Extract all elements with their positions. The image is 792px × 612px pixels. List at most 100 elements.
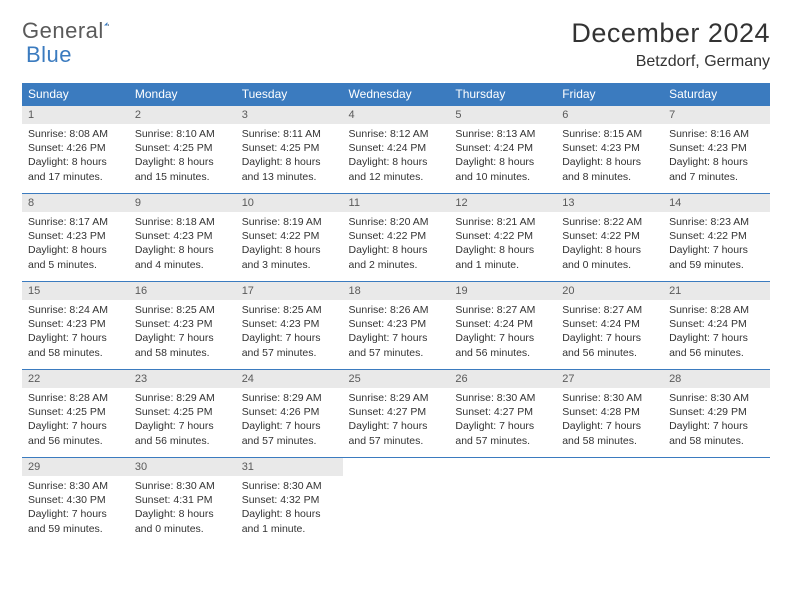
day-info: Sunrise: 8:30 AMSunset: 4:27 PMDaylight:… (449, 388, 556, 452)
day-number: 23 (129, 370, 236, 388)
sunrise-text: Sunrise: 8:19 AM (242, 215, 337, 229)
daylight-text: Daylight: 8 hours and 7 minutes. (669, 155, 764, 183)
day-info: Sunrise: 8:30 AMSunset: 4:31 PMDaylight:… (129, 476, 236, 540)
sunrise-text: Sunrise: 8:13 AM (455, 127, 550, 141)
daylight-text: Daylight: 8 hours and 5 minutes. (28, 243, 123, 271)
day-info: Sunrise: 8:29 AMSunset: 4:25 PMDaylight:… (129, 388, 236, 452)
day-info: Sunrise: 8:27 AMSunset: 4:24 PMDaylight:… (449, 300, 556, 364)
day-info: Sunrise: 8:21 AMSunset: 4:22 PMDaylight:… (449, 212, 556, 276)
calendar-day-cell: 8Sunrise: 8:17 AMSunset: 4:23 PMDaylight… (22, 194, 129, 282)
sunrise-text: Sunrise: 8:30 AM (455, 391, 550, 405)
calendar-week-row: 1Sunrise: 8:08 AMSunset: 4:26 PMDaylight… (22, 106, 770, 194)
sunrise-text: Sunrise: 8:27 AM (455, 303, 550, 317)
day-header: Saturday (663, 83, 770, 106)
day-number: 17 (236, 282, 343, 300)
sunset-text: Sunset: 4:27 PM (455, 405, 550, 419)
sunrise-text: Sunrise: 8:29 AM (242, 391, 337, 405)
calendar-day-cell: 2Sunrise: 8:10 AMSunset: 4:25 PMDaylight… (129, 106, 236, 194)
day-number: 12 (449, 194, 556, 212)
daylight-text: Daylight: 7 hours and 59 minutes. (28, 507, 123, 535)
calendar-day-cell: 18Sunrise: 8:26 AMSunset: 4:23 PMDayligh… (343, 282, 450, 370)
day-header: Wednesday (343, 83, 450, 106)
day-number: 6 (556, 106, 663, 124)
day-info: Sunrise: 8:25 AMSunset: 4:23 PMDaylight:… (236, 300, 343, 364)
sunrise-text: Sunrise: 8:30 AM (669, 391, 764, 405)
calendar-empty-cell (663, 458, 770, 546)
day-info: Sunrise: 8:18 AMSunset: 4:23 PMDaylight:… (129, 212, 236, 276)
day-header: Thursday (449, 83, 556, 106)
sunrise-text: Sunrise: 8:29 AM (135, 391, 230, 405)
calendar-day-cell: 25Sunrise: 8:29 AMSunset: 4:27 PMDayligh… (343, 370, 450, 458)
sunset-text: Sunset: 4:26 PM (242, 405, 337, 419)
calendar-empty-cell (449, 458, 556, 546)
day-info: Sunrise: 8:12 AMSunset: 4:24 PMDaylight:… (343, 124, 450, 188)
daylight-text: Daylight: 7 hours and 57 minutes. (349, 331, 444, 359)
day-info: Sunrise: 8:24 AMSunset: 4:23 PMDaylight:… (22, 300, 129, 364)
day-number: 4 (343, 106, 450, 124)
day-number: 19 (449, 282, 556, 300)
sunset-text: Sunset: 4:25 PM (135, 141, 230, 155)
location: Betzdorf, Germany (571, 53, 770, 71)
sunrise-text: Sunrise: 8:28 AM (28, 391, 123, 405)
sunset-text: Sunset: 4:23 PM (242, 317, 337, 331)
brand-word2-wrap: Blue (26, 42, 72, 68)
calendar-day-cell: 31Sunrise: 8:30 AMSunset: 4:32 PMDayligh… (236, 458, 343, 546)
sunset-text: Sunset: 4:28 PM (562, 405, 657, 419)
day-info: Sunrise: 8:10 AMSunset: 4:25 PMDaylight:… (129, 124, 236, 188)
month-title: December 2024 (571, 18, 770, 49)
sunrise-text: Sunrise: 8:21 AM (455, 215, 550, 229)
sunset-text: Sunset: 4:24 PM (669, 317, 764, 331)
sunset-text: Sunset: 4:32 PM (242, 493, 337, 507)
header: General December 2024 Betzdorf, Germany (22, 18, 770, 71)
day-header: Sunday (22, 83, 129, 106)
calendar-day-cell: 28Sunrise: 8:30 AMSunset: 4:29 PMDayligh… (663, 370, 770, 458)
brand-word2: Blue (26, 42, 72, 67)
daylight-text: Daylight: 8 hours and 3 minutes. (242, 243, 337, 271)
sunset-text: Sunset: 4:22 PM (349, 229, 444, 243)
day-number: 22 (22, 370, 129, 388)
day-number: 9 (129, 194, 236, 212)
daylight-text: Daylight: 7 hours and 57 minutes. (455, 419, 550, 447)
daylight-text: Daylight: 7 hours and 58 minutes. (669, 419, 764, 447)
sunset-text: Sunset: 4:24 PM (349, 141, 444, 155)
calendar-day-cell: 7Sunrise: 8:16 AMSunset: 4:23 PMDaylight… (663, 106, 770, 194)
sunrise-text: Sunrise: 8:30 AM (242, 479, 337, 493)
calendar-day-cell: 29Sunrise: 8:30 AMSunset: 4:30 PMDayligh… (22, 458, 129, 546)
day-number: 13 (556, 194, 663, 212)
sunrise-text: Sunrise: 8:18 AM (135, 215, 230, 229)
sunset-text: Sunset: 4:23 PM (28, 317, 123, 331)
day-number: 2 (129, 106, 236, 124)
sunrise-text: Sunrise: 8:27 AM (562, 303, 657, 317)
daylight-text: Daylight: 8 hours and 2 minutes. (349, 243, 444, 271)
calendar-day-cell: 15Sunrise: 8:24 AMSunset: 4:23 PMDayligh… (22, 282, 129, 370)
day-info: Sunrise: 8:16 AMSunset: 4:23 PMDaylight:… (663, 124, 770, 188)
sunrise-text: Sunrise: 8:12 AM (349, 127, 444, 141)
sunrise-text: Sunrise: 8:10 AM (135, 127, 230, 141)
day-number: 28 (663, 370, 770, 388)
daylight-text: Daylight: 8 hours and 17 minutes. (28, 155, 123, 183)
day-info: Sunrise: 8:30 AMSunset: 4:29 PMDaylight:… (663, 388, 770, 452)
calendar-day-cell: 10Sunrise: 8:19 AMSunset: 4:22 PMDayligh… (236, 194, 343, 282)
sunrise-text: Sunrise: 8:22 AM (562, 215, 657, 229)
day-info: Sunrise: 8:28 AMSunset: 4:24 PMDaylight:… (663, 300, 770, 364)
day-info: Sunrise: 8:25 AMSunset: 4:23 PMDaylight:… (129, 300, 236, 364)
day-number: 31 (236, 458, 343, 476)
day-number: 5 (449, 106, 556, 124)
day-header-row: SundayMondayTuesdayWednesdayThursdayFrid… (22, 83, 770, 106)
calendar-day-cell: 1Sunrise: 8:08 AMSunset: 4:26 PMDaylight… (22, 106, 129, 194)
day-info: Sunrise: 8:20 AMSunset: 4:22 PMDaylight:… (343, 212, 450, 276)
daylight-text: Daylight: 8 hours and 0 minutes. (562, 243, 657, 271)
calendar-day-cell: 14Sunrise: 8:23 AMSunset: 4:22 PMDayligh… (663, 194, 770, 282)
daylight-text: Daylight: 7 hours and 57 minutes. (242, 419, 337, 447)
daylight-text: Daylight: 7 hours and 58 minutes. (28, 331, 123, 359)
calendar-day-cell: 27Sunrise: 8:30 AMSunset: 4:28 PMDayligh… (556, 370, 663, 458)
sunrise-text: Sunrise: 8:30 AM (562, 391, 657, 405)
day-number: 1 (22, 106, 129, 124)
daylight-text: Daylight: 8 hours and 12 minutes. (349, 155, 444, 183)
day-info: Sunrise: 8:17 AMSunset: 4:23 PMDaylight:… (22, 212, 129, 276)
sunset-text: Sunset: 4:30 PM (28, 493, 123, 507)
daylight-text: Daylight: 7 hours and 59 minutes. (669, 243, 764, 271)
sunrise-text: Sunrise: 8:08 AM (28, 127, 123, 141)
daylight-text: Daylight: 7 hours and 56 minutes. (455, 331, 550, 359)
title-block: December 2024 Betzdorf, Germany (571, 18, 770, 71)
